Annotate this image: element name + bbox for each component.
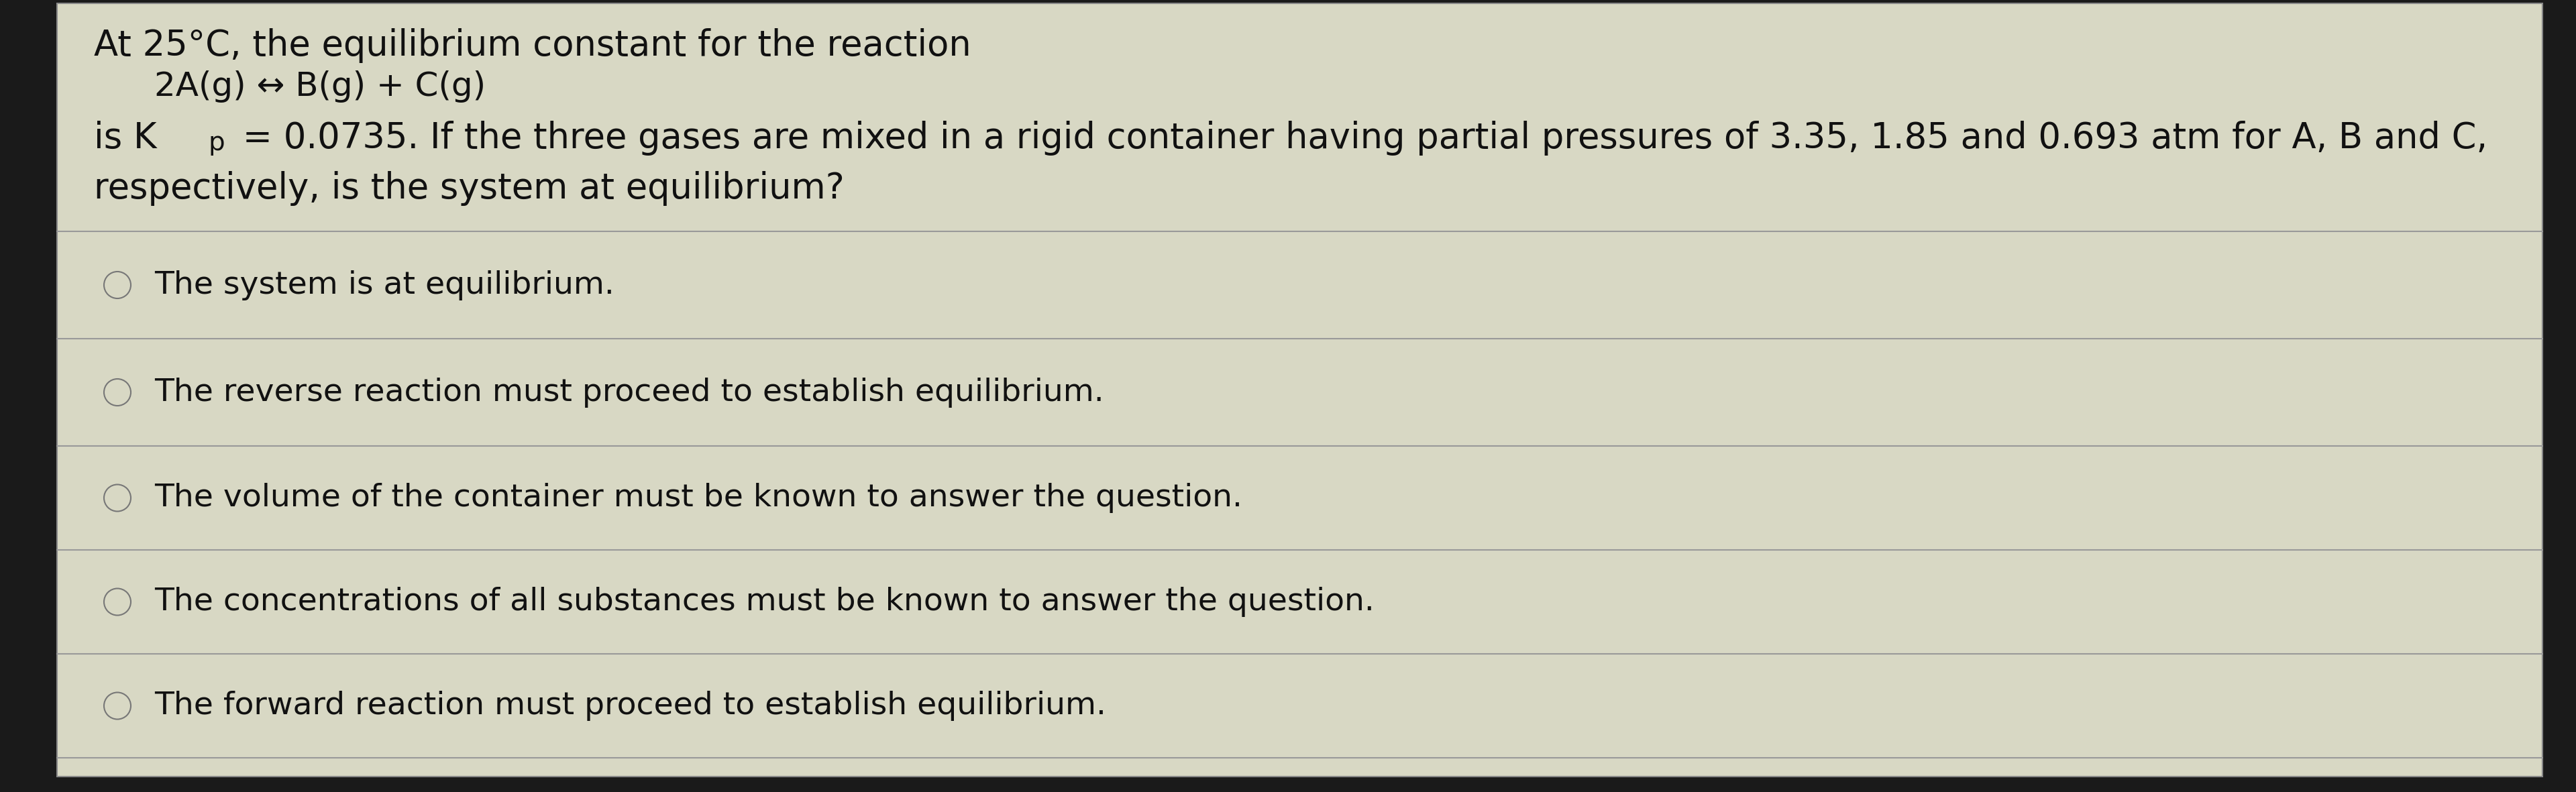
Text: The reverse reaction must proceed to establish equilibrium.: The reverse reaction must proceed to est…	[155, 377, 1105, 407]
Text: The system is at equilibrium.: The system is at equilibrium.	[155, 270, 616, 300]
Text: The volume of the container must be known to answer the question.: The volume of the container must be know…	[155, 483, 1242, 513]
Text: The concentrations of all substances must be known to answer the question.: The concentrations of all substances mus…	[155, 587, 1376, 617]
Text: p: p	[209, 130, 224, 155]
Text: respectively, is the system at equilibrium?: respectively, is the system at equilibri…	[93, 171, 845, 206]
Text: is K: is K	[93, 120, 157, 155]
Text: = 0.0735. If the three gases are mixed in a rigid container having partial press: = 0.0735. If the three gases are mixed i…	[232, 120, 2488, 155]
Text: The forward reaction must proceed to establish equilibrium.: The forward reaction must proceed to est…	[155, 691, 1105, 721]
Text: At 25°C, the equilibrium constant for the reaction: At 25°C, the equilibrium constant for th…	[93, 29, 971, 63]
Text: 2A(g) ↔ B(g) + C(g): 2A(g) ↔ B(g) + C(g)	[155, 70, 487, 103]
